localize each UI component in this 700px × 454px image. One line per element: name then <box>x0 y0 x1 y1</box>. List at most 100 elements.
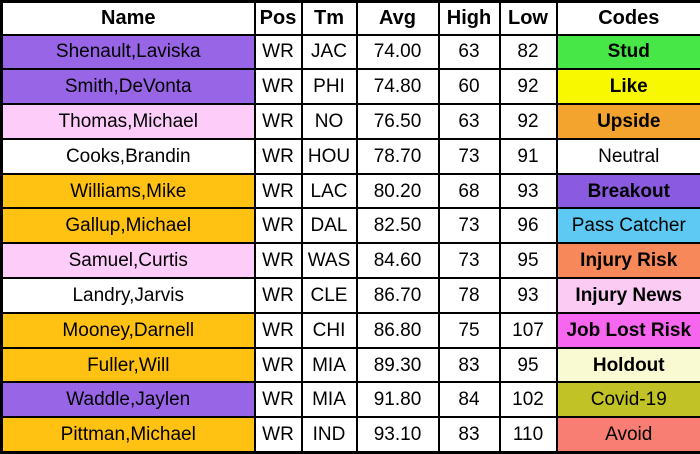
cell-avg[interactable]: 86.70 <box>357 278 439 313</box>
cell-tm[interactable]: MIA <box>302 382 357 417</box>
cell-high[interactable]: 68 <box>439 174 500 209</box>
cell-avg[interactable]: 89.30 <box>357 348 439 383</box>
cell-tm[interactable]: DAL <box>302 208 357 243</box>
cell-high[interactable]: 63 <box>439 35 500 70</box>
cell-pos[interactable]: WR <box>255 417 302 452</box>
cell-name[interactable]: Waddle,Jaylen <box>2 382 255 417</box>
cell-code[interactable]: Breakout <box>557 174 700 209</box>
cell-low[interactable]: 92 <box>500 69 557 104</box>
cell-low[interactable]: 107 <box>500 313 557 348</box>
cell-tm[interactable]: CHI <box>302 313 357 348</box>
cell-tm[interactable]: LAC <box>302 174 357 209</box>
cell-pos[interactable]: WR <box>255 382 302 417</box>
cell-avg[interactable]: 91.80 <box>357 382 439 417</box>
cell-name[interactable]: Fuller,Will <box>2 348 255 383</box>
cell-code[interactable]: Like <box>557 69 700 104</box>
cell-low[interactable]: 93 <box>500 278 557 313</box>
cell-tm[interactable]: JAC <box>302 35 357 70</box>
cell-pos[interactable]: WR <box>255 208 302 243</box>
cell-code[interactable]: Covid-19 <box>557 382 700 417</box>
cell-name[interactable]: Thomas,Michael <box>2 104 255 139</box>
cell-pos[interactable]: WR <box>255 243 302 278</box>
cell-high[interactable]: 84 <box>439 382 500 417</box>
cell-pos[interactable]: WR <box>255 348 302 383</box>
cell-high[interactable]: 83 <box>439 348 500 383</box>
cell-code[interactable]: Injury Risk <box>557 243 700 278</box>
cell-pos[interactable]: WR <box>255 174 302 209</box>
cell-tm[interactable]: CLE <box>302 278 357 313</box>
cell-pos[interactable]: WR <box>255 35 302 70</box>
header-name[interactable]: Name <box>2 2 255 35</box>
header-avg[interactable]: Avg <box>357 2 439 35</box>
cell-tm[interactable]: HOU <box>302 139 357 174</box>
cell-name[interactable]: Samuel,Curtis <box>2 243 255 278</box>
cell-high[interactable]: 73 <box>439 208 500 243</box>
cell-name[interactable]: Williams,Mike <box>2 174 255 209</box>
cell-name[interactable]: Pittman,Michael <box>2 417 255 452</box>
cell-name[interactable]: Cooks,Brandin <box>2 139 255 174</box>
cell-pos[interactable]: WR <box>255 313 302 348</box>
cell-code[interactable]: Holdout <box>557 348 700 383</box>
cell-low[interactable]: 95 <box>500 243 557 278</box>
cell-low[interactable]: 110 <box>500 417 557 452</box>
cell-code[interactable]: Upside <box>557 104 700 139</box>
cell-avg[interactable]: 74.00 <box>357 35 439 70</box>
cell-low[interactable]: 91 <box>500 139 557 174</box>
cell-high[interactable]: 60 <box>439 69 500 104</box>
cell-name[interactable]: Mooney,Darnell <box>2 313 255 348</box>
header-low[interactable]: Low <box>500 2 557 35</box>
cell-high[interactable]: 75 <box>439 313 500 348</box>
cell-avg[interactable]: 76.50 <box>357 104 439 139</box>
cell-code[interactable]: Pass Catcher <box>557 208 700 243</box>
cell-avg[interactable]: 78.70 <box>357 139 439 174</box>
cell-code[interactable]: Stud <box>557 35 700 70</box>
cell-avg[interactable]: 82.50 <box>357 208 439 243</box>
cell-name[interactable]: Shenault,Laviska <box>2 35 255 70</box>
header-pos[interactable]: Pos <box>255 2 302 35</box>
header-tm[interactable]: Tm <box>302 2 357 35</box>
cell-low[interactable]: 95 <box>500 348 557 383</box>
cell-low[interactable]: 102 <box>500 382 557 417</box>
cell-low[interactable]: 93 <box>500 174 557 209</box>
cell-high[interactable]: 78 <box>439 278 500 313</box>
cell-tm[interactable]: NO <box>302 104 357 139</box>
cell-tm[interactable]: WAS <box>302 243 357 278</box>
cell-avg[interactable]: 80.20 <box>357 174 439 209</box>
cell-code[interactable]: Injury News <box>557 278 700 313</box>
cell-tm[interactable]: PHI <box>302 69 357 104</box>
header-codes[interactable]: Codes <box>557 2 700 35</box>
cell-pos[interactable]: WR <box>255 69 302 104</box>
cell-pos[interactable]: WR <box>255 139 302 174</box>
cell-high[interactable]: 83 <box>439 417 500 452</box>
cell-code[interactable]: Job Lost Risk <box>557 313 700 348</box>
cell-pos[interactable]: WR <box>255 278 302 313</box>
cell-tm[interactable]: MIA <box>302 348 357 383</box>
cell-name[interactable]: Gallup,Michael <box>2 208 255 243</box>
cell-name[interactable]: Smith,DeVonta <box>2 69 255 104</box>
cell-code[interactable]: Avoid <box>557 417 700 452</box>
cell-tm[interactable]: IND <box>302 417 357 452</box>
cell-avg[interactable]: 93.10 <box>357 417 439 452</box>
cell-code[interactable]: Neutral <box>557 139 700 174</box>
cell-high[interactable]: 73 <box>439 139 500 174</box>
header-row: Name Pos Tm Avg High Low Codes <box>2 2 700 35</box>
cell-high[interactable]: 73 <box>439 243 500 278</box>
cell-name[interactable]: Landry,Jarvis <box>2 278 255 313</box>
cell-high[interactable]: 63 <box>439 104 500 139</box>
cell-low[interactable]: 82 <box>500 35 557 70</box>
cell-avg[interactable]: 84.60 <box>357 243 439 278</box>
cell-avg[interactable]: 74.80 <box>357 69 439 104</box>
cell-low[interactable]: 92 <box>500 104 557 139</box>
header-high[interactable]: High <box>439 2 500 35</box>
cell-pos[interactable]: WR <box>255 104 302 139</box>
cell-avg[interactable]: 86.80 <box>357 313 439 348</box>
cell-low[interactable]: 96 <box>500 208 557 243</box>
